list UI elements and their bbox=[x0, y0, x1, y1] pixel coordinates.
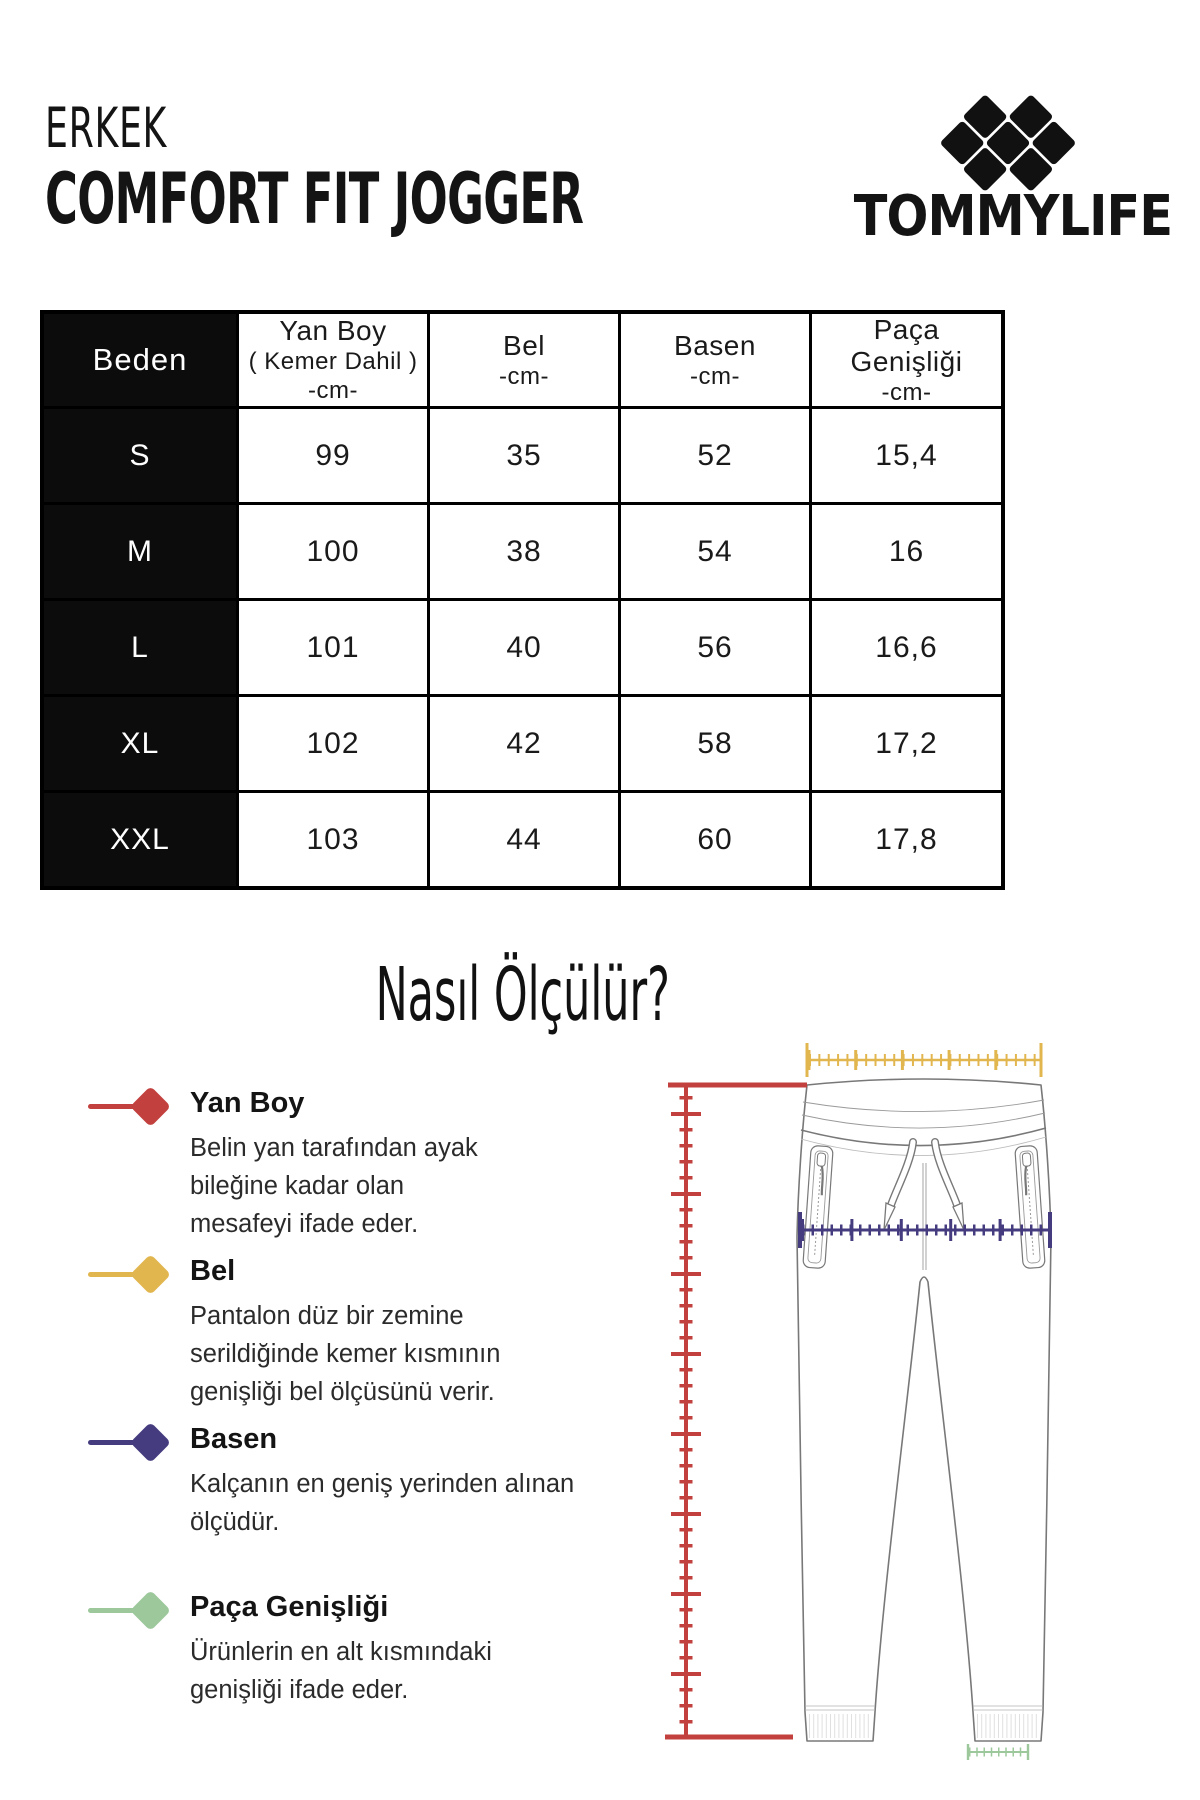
table-cell: 101 bbox=[239, 601, 427, 694]
table-cell: 40 bbox=[430, 601, 618, 694]
legend-item-yan-boy: Yan Boy Belin yan tarafından ayak bileği… bbox=[85, 1085, 500, 1243]
brand-name: TOMMYLIFE bbox=[832, 184, 1182, 249]
drawstring bbox=[883, 1138, 965, 1231]
legend-label: Paça Genişliği bbox=[190, 1591, 389, 1623]
legend-item-paca-genisligi: Paça Genişliği Ürünlerin en alt kısmında… bbox=[85, 1589, 590, 1709]
table-cell: 99 bbox=[239, 409, 427, 502]
side-length-ruler-red bbox=[665, 1082, 807, 1740]
measure-section-title: Nasıl Ölçülür? bbox=[375, 952, 670, 1038]
bel-diamond-icon bbox=[85, 1253, 172, 1296]
table-cell: 52 bbox=[621, 409, 809, 502]
paca-genisligi-diamond-icon bbox=[85, 1589, 172, 1632]
table-cell: 38 bbox=[430, 505, 618, 598]
hem-ruler-green bbox=[966, 1744, 1030, 1760]
table-cell: 103 bbox=[239, 793, 427, 886]
left-cuff bbox=[805, 1705, 875, 1738]
size-row-label: XL bbox=[44, 697, 236, 790]
table-header-basen: Basen -cm- bbox=[621, 314, 809, 406]
table-cell: 60 bbox=[621, 793, 809, 886]
category-title: ERKEK bbox=[45, 96, 168, 160]
jogger-outline bbox=[796, 1078, 1052, 1742]
table-cell: 58 bbox=[621, 697, 809, 790]
table-cell: 17,8 bbox=[812, 793, 1001, 886]
right-cuff bbox=[973, 1705, 1043, 1738]
jogger-details bbox=[800, 1099, 1047, 1738]
table-header-bel: Bel -cm- bbox=[430, 314, 618, 406]
table-cell: 15,4 bbox=[812, 409, 1001, 502]
size-table: Beden Yan Boy ( Kemer Dahil ) -cm- Bel -… bbox=[40, 310, 1005, 890]
legend-label: Yan Boy bbox=[190, 1087, 305, 1119]
table-cell: 44 bbox=[430, 793, 618, 886]
table-cell: 17,2 bbox=[812, 697, 1001, 790]
yan-boy-diamond-icon bbox=[85, 1085, 172, 1128]
size-row-label: L bbox=[44, 601, 236, 694]
table-header-yan-boy: Yan Boy ( Kemer Dahil ) -cm- bbox=[239, 314, 427, 406]
size-row-label: XXL bbox=[44, 793, 236, 886]
legend-label: Basen bbox=[190, 1423, 278, 1455]
waist-ruler-yellow bbox=[805, 1043, 1043, 1077]
brand-name-text: TOMMYLIFE bbox=[853, 184, 1173, 249]
legend-label: Bel bbox=[190, 1255, 236, 1287]
table-cell: 16 bbox=[812, 505, 1001, 598]
legend-description: Belin yan tarafından ayak bileğine kadar… bbox=[190, 1134, 478, 1238]
table-cell: 100 bbox=[239, 505, 427, 598]
hip-ruler-navy bbox=[798, 1212, 1052, 1248]
brand-logo-diamonds-icon bbox=[941, 95, 1075, 191]
size-row-label: S bbox=[44, 409, 236, 502]
product-title: COMFORT FIT JOGGER bbox=[45, 158, 584, 240]
legend-description: Ürünlerin en alt kısmındaki genişliği if… bbox=[190, 1638, 492, 1704]
basen-diamond-icon bbox=[85, 1421, 172, 1464]
table-cell: 54 bbox=[621, 505, 809, 598]
table-cell: 102 bbox=[239, 697, 427, 790]
legend-description: Kalçanın en geniş yerinden alınan ölçüdü… bbox=[190, 1470, 575, 1536]
legend-item-bel: Bel Pantalon düz bir zemine serildiğinde… bbox=[85, 1253, 542, 1411]
legend-item-basen: Basen Kalçanın en geniş yerinden alınan … bbox=[85, 1421, 590, 1541]
size-row-label: M bbox=[44, 505, 236, 598]
table-cell: 56 bbox=[621, 601, 809, 694]
table-cell: 42 bbox=[430, 697, 618, 790]
right-pocket-zipper bbox=[1014, 1145, 1046, 1269]
pants-measurement-diagram bbox=[665, 1043, 1052, 1760]
table-header-paca-genisligi: Paça Genişliği -cm- bbox=[812, 314, 1001, 406]
table-cell: 16,6 bbox=[812, 601, 1001, 694]
legend-description: Pantalon düz bir zemine serildiğinde kem… bbox=[190, 1302, 501, 1406]
left-pocket-zipper bbox=[802, 1145, 834, 1269]
table-header-beden: Beden bbox=[44, 314, 236, 406]
table-cell: 35 bbox=[430, 409, 618, 502]
